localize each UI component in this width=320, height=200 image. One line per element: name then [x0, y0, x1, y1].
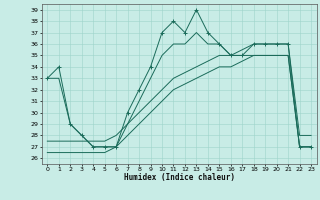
X-axis label: Humidex (Indice chaleur): Humidex (Indice chaleur): [124, 173, 235, 182]
